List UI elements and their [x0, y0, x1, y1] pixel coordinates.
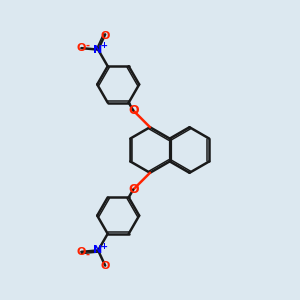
Text: N: N: [94, 245, 103, 255]
Text: O: O: [128, 183, 139, 196]
Text: O: O: [77, 43, 86, 53]
Text: -: -: [85, 41, 89, 51]
Text: O: O: [100, 31, 110, 40]
Text: O: O: [77, 247, 86, 257]
Text: O: O: [100, 261, 110, 271]
Text: O: O: [128, 104, 139, 117]
Text: -: -: [85, 249, 89, 259]
Text: +: +: [100, 242, 108, 251]
Text: +: +: [100, 41, 108, 50]
Text: N: N: [94, 45, 103, 55]
